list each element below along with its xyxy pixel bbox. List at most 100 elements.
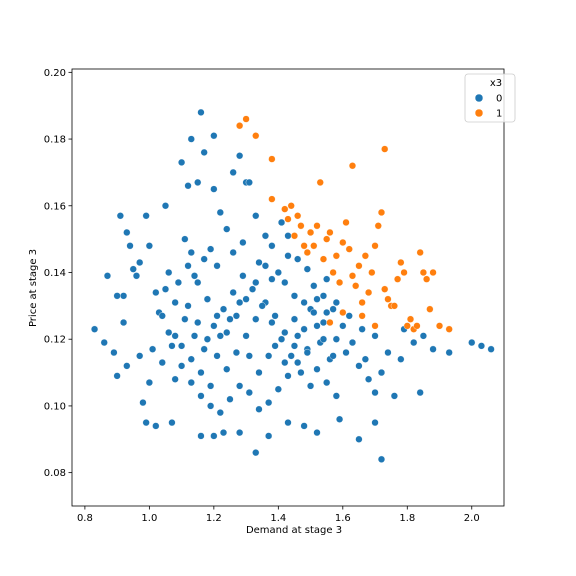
data-point-x3-0 xyxy=(468,338,476,347)
x-tick-label: 1.6 xyxy=(335,513,351,524)
x-axis-label: Demand at stage 3 xyxy=(246,525,342,536)
data-point-x3-0 xyxy=(313,322,321,330)
data-point-x3-0 xyxy=(194,178,202,187)
data-point-x3-0 xyxy=(416,388,424,397)
legend-label-0: 0 xyxy=(496,94,502,105)
data-point-x3-1 xyxy=(397,258,405,267)
data-point-x3-0 xyxy=(219,305,228,313)
data-point-x3-0 xyxy=(174,278,182,287)
data-point-x3-0 xyxy=(113,292,121,300)
data-point-x3-1 xyxy=(368,268,376,277)
data-point-x3-0 xyxy=(178,362,186,370)
data-point-x3-1 xyxy=(345,245,353,253)
data-point-x3-0 xyxy=(268,242,276,250)
data-point-x3-1 xyxy=(394,275,402,283)
data-point-x3-0 xyxy=(261,232,270,240)
legend-marker-1 xyxy=(474,108,484,118)
data-point-x3-0 xyxy=(100,338,108,347)
data-point-x3-1 xyxy=(381,285,389,293)
data-point-x3-1 xyxy=(339,308,347,317)
data-point-x3-0 xyxy=(290,315,299,323)
data-point-x3-1 xyxy=(348,272,357,280)
data-point-x3-0 xyxy=(197,108,205,116)
data-point-x3-1 xyxy=(326,318,334,327)
data-point-x3-0 xyxy=(103,272,112,280)
data-point-x3-1 xyxy=(365,288,373,297)
data-point-x3-0 xyxy=(303,348,311,357)
data-point-x3-0 xyxy=(226,315,234,323)
data-point-x3-0 xyxy=(300,298,308,307)
data-point-x3-0 xyxy=(342,348,350,357)
data-point-x3-1 xyxy=(352,282,360,290)
data-point-x3-0 xyxy=(274,385,282,393)
data-point-x3-0 xyxy=(126,242,134,250)
data-point-x3-1 xyxy=(426,305,434,313)
data-point-x3-0 xyxy=(216,409,224,417)
data-point-x3-0 xyxy=(319,318,328,327)
y-tick-label: 0.08 xyxy=(44,468,66,479)
data-point-x3-0 xyxy=(245,178,253,187)
data-point-x3-0 xyxy=(252,449,260,457)
data-point-x3-0 xyxy=(255,368,263,377)
data-point-x3-0 xyxy=(271,342,279,350)
data-point-x3-0 xyxy=(487,345,495,353)
data-point-x3-0 xyxy=(265,398,273,407)
data-point-x3-0 xyxy=(284,232,292,240)
y-axis-label: Price at stage 3 xyxy=(28,249,39,327)
data-point-x3-1 xyxy=(297,222,305,230)
data-point-x3-0 xyxy=(281,328,289,337)
data-point-x3-0 xyxy=(242,295,250,303)
data-point-x3-0 xyxy=(171,375,179,383)
data-point-x3-0 xyxy=(210,322,218,330)
data-point-x3-0 xyxy=(181,315,189,323)
data-point-x3-1 xyxy=(287,202,295,210)
data-point-x3-1 xyxy=(361,252,369,260)
data-point-x3-1 xyxy=(358,312,366,320)
data-point-x3-0 xyxy=(178,158,186,167)
data-point-x3-1 xyxy=(252,132,260,140)
data-point-x3-0 xyxy=(274,268,282,277)
data-point-x3-1 xyxy=(242,115,250,123)
data-point-x3-0 xyxy=(429,345,437,353)
data-point-x3-1 xyxy=(310,242,318,250)
data-point-x3-0 xyxy=(287,352,295,360)
data-point-x3-1 xyxy=(303,248,311,257)
data-point-x3-1 xyxy=(294,212,302,220)
data-point-x3-0 xyxy=(149,345,157,353)
data-point-x3-0 xyxy=(255,405,263,413)
data-point-x3-0 xyxy=(165,328,173,337)
y-tick-label: 0.20 xyxy=(44,68,66,79)
data-point-x3-0 xyxy=(232,312,241,320)
data-point-x3-0 xyxy=(200,148,208,157)
data-point-x3-1 xyxy=(306,228,315,237)
data-point-x3-0 xyxy=(384,348,392,357)
data-point-x3-1 xyxy=(445,325,453,333)
data-point-x3-0 xyxy=(258,302,266,310)
data-point-x3-0 xyxy=(113,372,121,380)
data-point-x3-0 xyxy=(339,322,347,330)
data-point-x3-1 xyxy=(423,275,431,283)
data-point-x3-0 xyxy=(223,365,231,373)
data-point-x3-0 xyxy=(152,288,160,297)
y-tick-label: 0.18 xyxy=(44,135,66,146)
data-point-x3-0 xyxy=(252,315,260,323)
data-point-x3-0 xyxy=(219,429,228,437)
data-point-x3-0 xyxy=(290,292,299,300)
data-point-x3-1 xyxy=(374,222,382,230)
data-point-x3-0 xyxy=(194,318,202,327)
data-point-x3-0 xyxy=(229,168,237,177)
data-point-x3-0 xyxy=(348,338,357,347)
data-point-x3-1 xyxy=(316,178,324,187)
data-point-x3-0 xyxy=(178,342,186,350)
data-point-x3-0 xyxy=(190,332,199,340)
data-point-x3-0 xyxy=(136,352,144,360)
data-point-x3-0 xyxy=(277,218,286,227)
y-tick-label: 0.14 xyxy=(44,268,66,279)
data-point-x3-0 xyxy=(271,312,279,320)
data-point-x3-0 xyxy=(255,258,263,267)
data-point-x3-1 xyxy=(339,238,347,247)
data-point-x3-0 xyxy=(300,422,308,430)
data-point-x3-0 xyxy=(229,288,237,297)
data-point-x3-0 xyxy=(319,335,328,343)
data-point-x3-1 xyxy=(371,242,379,250)
